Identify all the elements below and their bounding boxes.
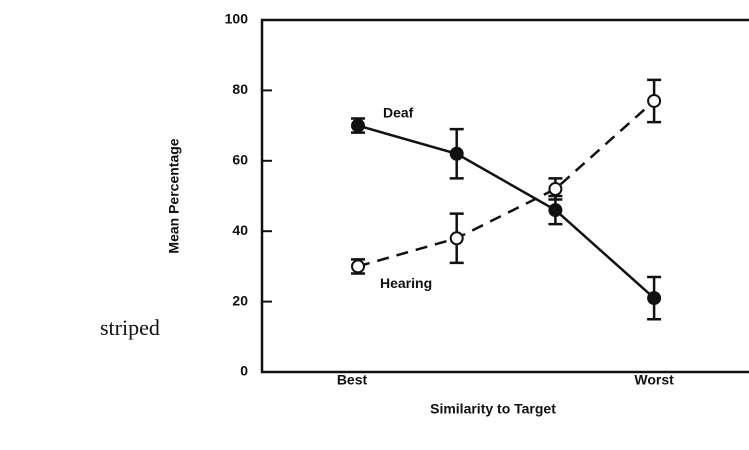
y-tick-label: 40 [232, 222, 248, 238]
marker [351, 259, 365, 274]
series-label: Hearing [380, 275, 432, 291]
y-tick-label: 60 [232, 152, 248, 168]
side-text: striped [100, 315, 160, 340]
marker [647, 93, 662, 108]
marker [548, 203, 563, 218]
marker [647, 291, 662, 306]
series-label: Deaf [383, 104, 414, 120]
marker [351, 118, 365, 133]
series-line [357, 100, 655, 268]
y-tick-label: 20 [232, 292, 248, 308]
y-tick-label: 0 [240, 363, 248, 379]
series-line [357, 124, 655, 300]
y-tick-label: 100 [225, 11, 249, 27]
x-axis-label: Similarity to Target [430, 401, 556, 417]
plot-frame [260, 18, 749, 374]
y-tick-label: 80 [232, 81, 248, 97]
x-tick-label: Best [337, 372, 368, 388]
marker [548, 181, 563, 196]
y-axis-label: Mean Percentage [166, 138, 182, 253]
marker [449, 231, 464, 246]
x-tick-label: Worst [634, 372, 674, 388]
marker [449, 146, 464, 161]
